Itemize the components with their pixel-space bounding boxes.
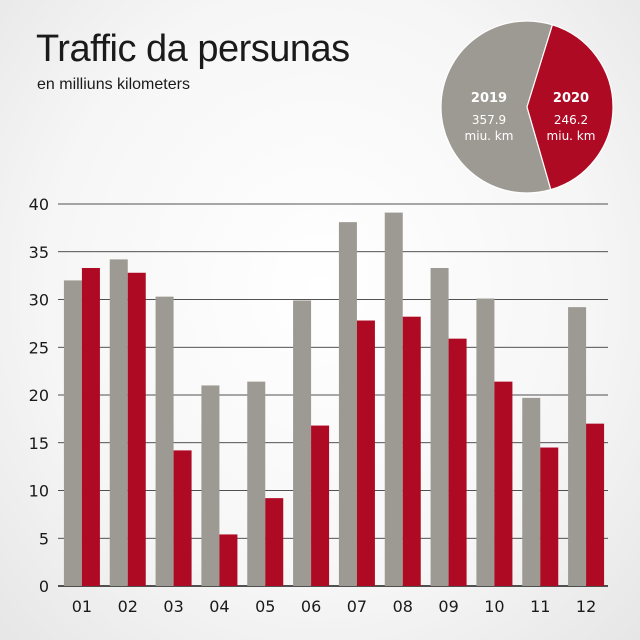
y-tick-label: 10: [29, 482, 49, 501]
bar-2020-12: [586, 423, 605, 586]
x-tick-label: 07: [347, 597, 367, 616]
bar-2020-04: [219, 534, 238, 586]
y-tick-label: 20: [29, 386, 49, 405]
pie-slice-2019: [440, 20, 554, 194]
chart-subtitle: en milliuns kilometers: [37, 76, 190, 93]
bar-2019-09: [430, 267, 449, 586]
y-tick-label: 40: [29, 195, 49, 214]
y-tick-label: 0: [39, 577, 49, 596]
bar-2020-03: [173, 450, 192, 586]
pie-unit-label-2019: miu. km: [465, 129, 514, 143]
bar-2019-07: [338, 222, 357, 586]
x-tick-label: 04: [209, 597, 229, 616]
x-tick-label: 01: [72, 597, 92, 616]
bar-2020-01: [81, 267, 100, 586]
bar-2020-06: [311, 425, 330, 586]
bar-2019-03: [155, 296, 174, 586]
bar-2019-12: [568, 307, 587, 586]
bar-2020-11: [540, 447, 559, 586]
bar-2019-02: [109, 259, 128, 586]
y-tick-label: 35: [29, 243, 49, 262]
bar-2019-04: [201, 385, 220, 586]
pie-unit-label-2020: miu. km: [547, 129, 596, 143]
y-tick-label: 15: [29, 434, 49, 453]
x-tick-label: 02: [118, 597, 138, 616]
bar-2019-06: [293, 300, 312, 586]
x-tick-label: 08: [393, 597, 413, 616]
x-tick-label: 11: [530, 597, 550, 616]
bar-2020-10: [494, 381, 513, 586]
y-tick-label: 25: [29, 338, 49, 357]
x-tick-label: 05: [255, 597, 275, 616]
x-tick-label: 09: [438, 597, 458, 616]
x-tick-label: 10: [484, 597, 504, 616]
bar-2019-05: [247, 381, 266, 586]
pie-value-label-2020: 246.2: [554, 113, 588, 127]
pie-year-label-2020: 2020: [553, 91, 589, 106]
pie-slice-2020: [526, 24, 614, 191]
bar-2020-09: [448, 338, 467, 586]
bar-2019-01: [63, 280, 82, 586]
bar-2020-08: [402, 316, 421, 586]
pie-value-label-2019: 357.9: [472, 113, 506, 127]
x-tick-label: 06: [301, 597, 321, 616]
bar-2020-05: [265, 498, 284, 586]
y-tick-label: 30: [29, 291, 49, 310]
y-tick-label: 5: [39, 529, 49, 548]
pie-year-label-2019: 2019: [471, 91, 507, 106]
bar-2020-02: [127, 272, 146, 586]
bar-2019-08: [384, 212, 403, 586]
bar-2019-11: [522, 397, 541, 586]
bar-2020-07: [356, 320, 375, 586]
bar-2019-10: [476, 298, 495, 586]
x-tick-label: 12: [576, 597, 596, 616]
chart-title: Traffic da persunas: [36, 28, 350, 70]
x-tick-label: 03: [163, 597, 183, 616]
